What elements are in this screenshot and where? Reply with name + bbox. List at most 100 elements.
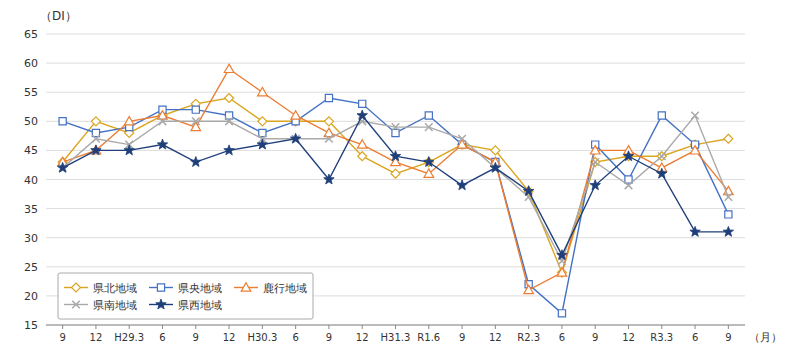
point [657, 152, 666, 161]
point [392, 123, 400, 131]
point [257, 139, 267, 149]
x-tick [561, 325, 562, 329]
point [359, 100, 366, 107]
y-tick-label: 25 [24, 261, 38, 274]
legend-label: 県南地域 [93, 299, 137, 312]
point [157, 139, 167, 149]
point [425, 123, 433, 131]
legend-marker [157, 284, 164, 291]
y-tick-label: 30 [24, 232, 38, 245]
y-tick-label: 15 [24, 319, 38, 332]
y-tick-label: 35 [24, 203, 38, 216]
legend-label: 県西地域 [178, 299, 222, 312]
y-tick-label: 55 [24, 86, 38, 99]
point [224, 64, 234, 72]
point [324, 117, 333, 126]
legend-frame [58, 273, 313, 319]
point [658, 112, 665, 119]
series [57, 110, 733, 260]
legend-label: 鹿行地域 [263, 282, 307, 295]
point [424, 169, 434, 177]
point [690, 226, 700, 236]
point [725, 211, 732, 218]
y-axis-label: （DI） [40, 9, 77, 23]
point [457, 180, 467, 190]
x-tick [728, 325, 729, 329]
x-tick [695, 325, 696, 329]
point [458, 135, 466, 143]
x-tick-label: 6 [159, 332, 165, 343]
point [191, 157, 201, 167]
series-line [63, 115, 729, 261]
series [59, 112, 732, 265]
point [724, 134, 733, 143]
point [491, 146, 500, 155]
point [325, 94, 332, 101]
x-tick-label: 9 [459, 332, 465, 343]
x-tick-label: 6 [559, 332, 565, 343]
x-tick [661, 325, 662, 329]
point [57, 162, 67, 172]
legend: 県北地域県央地域鹿行地域県南地域県西地域 [58, 273, 313, 319]
x-tick [162, 325, 163, 329]
series [58, 64, 733, 294]
point [191, 122, 201, 130]
point [91, 117, 100, 126]
x-tick-label: 12 [622, 332, 635, 343]
point [557, 268, 567, 276]
x-tick [495, 325, 496, 329]
x-tick [229, 325, 230, 329]
point [92, 135, 100, 143]
x-tick-label: 9 [193, 332, 199, 343]
x-tick [95, 325, 96, 329]
point [557, 250, 567, 260]
y-tick-label: 65 [24, 28, 38, 41]
x-tick-label: H30.3 [247, 332, 277, 343]
x-tick-label: 9 [59, 332, 65, 343]
point [725, 193, 733, 201]
point [558, 310, 565, 317]
x-tick [462, 325, 463, 329]
series-line [63, 98, 729, 273]
point [425, 112, 432, 119]
grid-line [46, 179, 745, 180]
point [325, 135, 333, 143]
point [192, 118, 200, 126]
chart: 1520253035404550556065912H29.36912H30.36… [0, 0, 787, 357]
x-tick-label: 12 [223, 332, 236, 343]
x-tick-label: 6 [292, 332, 298, 343]
legend-marker [72, 283, 81, 292]
x-tick-label: 12 [356, 332, 369, 343]
x-tick-label: 9 [725, 332, 731, 343]
x-tick [595, 325, 596, 329]
point [390, 151, 400, 161]
y-tick-label: 60 [24, 57, 38, 70]
legend-label: 県央地域 [178, 282, 222, 295]
x-tick-label: H31.3 [381, 332, 411, 343]
point [357, 140, 367, 148]
point [291, 111, 301, 119]
point [159, 118, 167, 126]
point [290, 133, 300, 143]
point [625, 182, 633, 190]
x-tick-label: 9 [592, 332, 598, 343]
x-tick [362, 325, 363, 329]
grid-line [46, 34, 745, 35]
point [623, 151, 633, 161]
point [324, 174, 334, 184]
point [524, 187, 533, 196]
x-tick [628, 325, 629, 329]
point [124, 145, 134, 155]
x-tick [195, 325, 196, 329]
point [591, 158, 599, 166]
x-tick [262, 325, 263, 329]
x-tick-label: R2.3 [517, 332, 540, 343]
x-axis-label: （月） [749, 331, 782, 344]
point [424, 157, 434, 167]
x-tick-label: H29.3 [114, 332, 144, 343]
x-tick [428, 325, 429, 329]
x-tick [129, 325, 130, 329]
point [424, 158, 433, 167]
y-tick-label: 20 [24, 290, 38, 303]
point [557, 268, 566, 277]
